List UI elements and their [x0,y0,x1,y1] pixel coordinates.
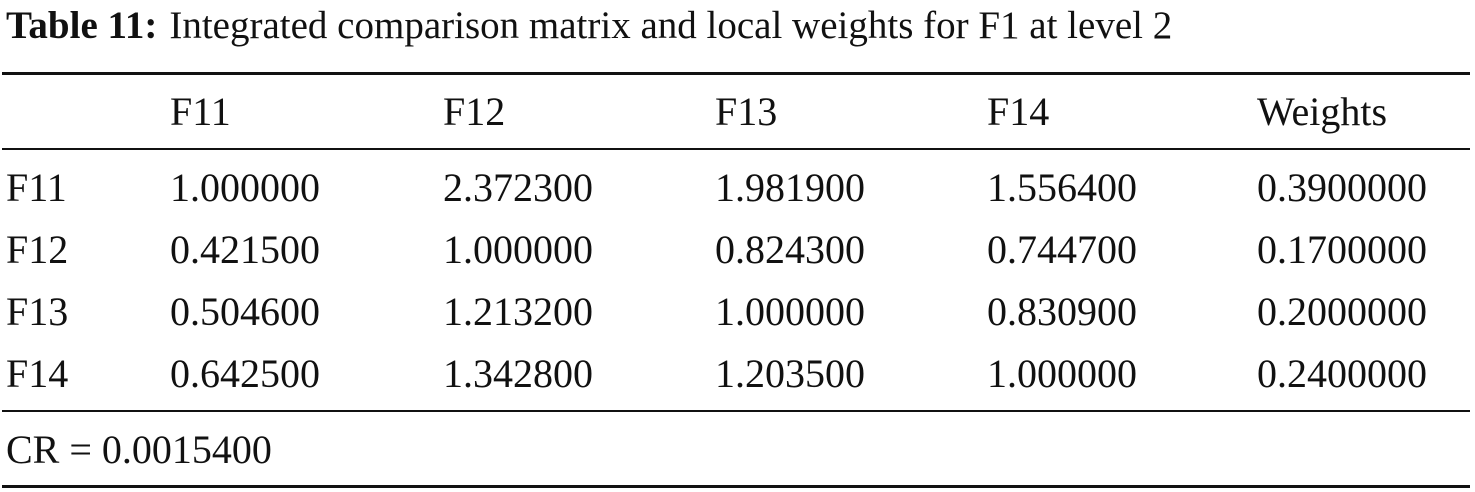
table-cell: 0.421500 [170,227,320,272]
table-cell: 1.342800 [443,351,593,396]
caption-text: Integrated comparison matrix and local w… [169,4,1173,47]
table-cell: 1.213200 [443,289,593,334]
table-cell: 1.556400 [987,165,1137,210]
column-header: F13 [715,89,778,134]
table-cell: 2.372300 [443,165,593,210]
table-cell: 0.3900000 [1257,165,1427,210]
row-header: F14 [6,351,69,396]
row-header: F13 [6,289,69,334]
table-footer: CR = 0.0015400 [6,427,272,472]
column-header: Weights [1257,89,1388,134]
table-cell: 0.2000000 [1257,289,1427,334]
table-caption: Table 11: Integrated comparison matrix an… [6,2,1172,50]
header-rule [2,148,1470,150]
row-header: F12 [6,227,69,272]
table-cell: 0.744700 [987,227,1137,272]
table-cell: 0.830900 [987,289,1137,334]
column-header: F12 [443,89,506,134]
body-rule [2,410,1470,412]
caption-label: Table 11: [6,4,158,47]
table-cell: 1.203500 [715,351,865,396]
row-header: F11 [6,165,67,210]
table-cell: 1.000000 [443,227,593,272]
table-cell: 0.2400000 [1257,351,1427,396]
table-cell: 1.000000 [987,351,1137,396]
table-cell: 0.504600 [170,289,320,334]
table-cell: 0.1700000 [1257,227,1427,272]
bottom-rule [2,485,1470,488]
table-cell: 0.824300 [715,227,865,272]
table-cell: 1.000000 [715,289,865,334]
table-cell: 1.000000 [170,165,320,210]
table-cell: 1.981900 [715,165,865,210]
top-rule [2,72,1470,75]
column-header: F11 [170,89,231,134]
column-header: F14 [987,89,1050,134]
table-cell: 0.642500 [170,351,320,396]
